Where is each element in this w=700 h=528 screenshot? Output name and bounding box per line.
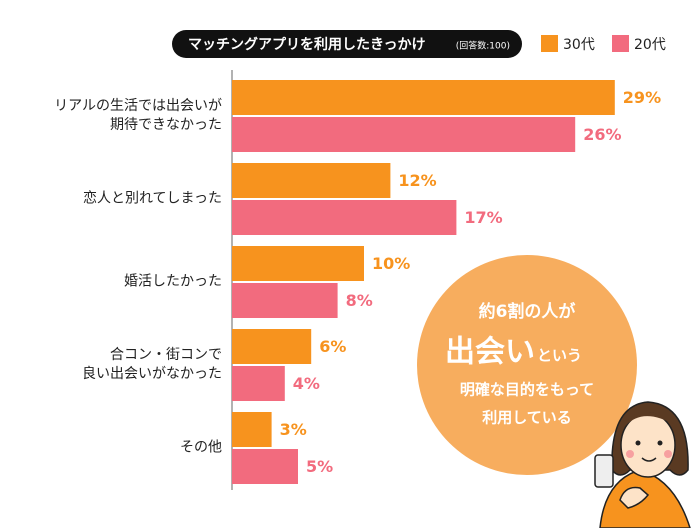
callout-line: 利用している <box>482 409 572 427</box>
callout-big: 出会い <box>445 335 535 370</box>
value-label: 26% <box>583 125 621 144</box>
callout-circle <box>417 255 637 475</box>
category-label: 恋人と別れてしまった <box>82 190 222 207</box>
callout-line: 明確な目的をもって <box>460 381 594 399</box>
category-label: その他 <box>180 439 222 456</box>
title-pill <box>172 30 522 58</box>
callout-small: という <box>537 347 582 365</box>
value-label: 17% <box>464 208 502 227</box>
bar <box>232 200 457 235</box>
bar <box>232 412 272 447</box>
value-label: 6% <box>319 337 346 356</box>
category-label: 合コン・街コンで 良い出会いがなかった <box>82 347 222 382</box>
bar <box>232 283 338 318</box>
value-label: 10% <box>372 254 410 273</box>
legend-label: 20代 <box>634 37 666 53</box>
bar <box>232 80 615 115</box>
value-label: 4% <box>293 374 320 393</box>
bar <box>232 246 364 281</box>
legend-swatch <box>612 35 629 52</box>
value-label: 5% <box>306 457 333 476</box>
value-label: 3% <box>280 420 307 439</box>
value-label: 29% <box>623 88 661 107</box>
chart-note: (回答数:100) <box>456 40 510 52</box>
legend-swatch <box>541 35 558 52</box>
legend-label: 30代 <box>563 37 595 53</box>
bar <box>232 329 312 364</box>
bar <box>232 163 391 198</box>
bar <box>232 117 576 152</box>
bar <box>232 449 298 484</box>
category-label: リアルの生活では出会いが 期待できなかった <box>54 98 222 133</box>
illustration <box>594 401 691 528</box>
value-label: 12% <box>398 171 436 190</box>
chart-title: マッチングアプリを利用したきっかけ <box>188 36 425 53</box>
value-label: 8% <box>346 291 373 310</box>
bar <box>232 366 285 401</box>
callout-line: 約6割の人が <box>479 301 576 322</box>
category-label: 婚活したかった <box>124 273 222 290</box>
